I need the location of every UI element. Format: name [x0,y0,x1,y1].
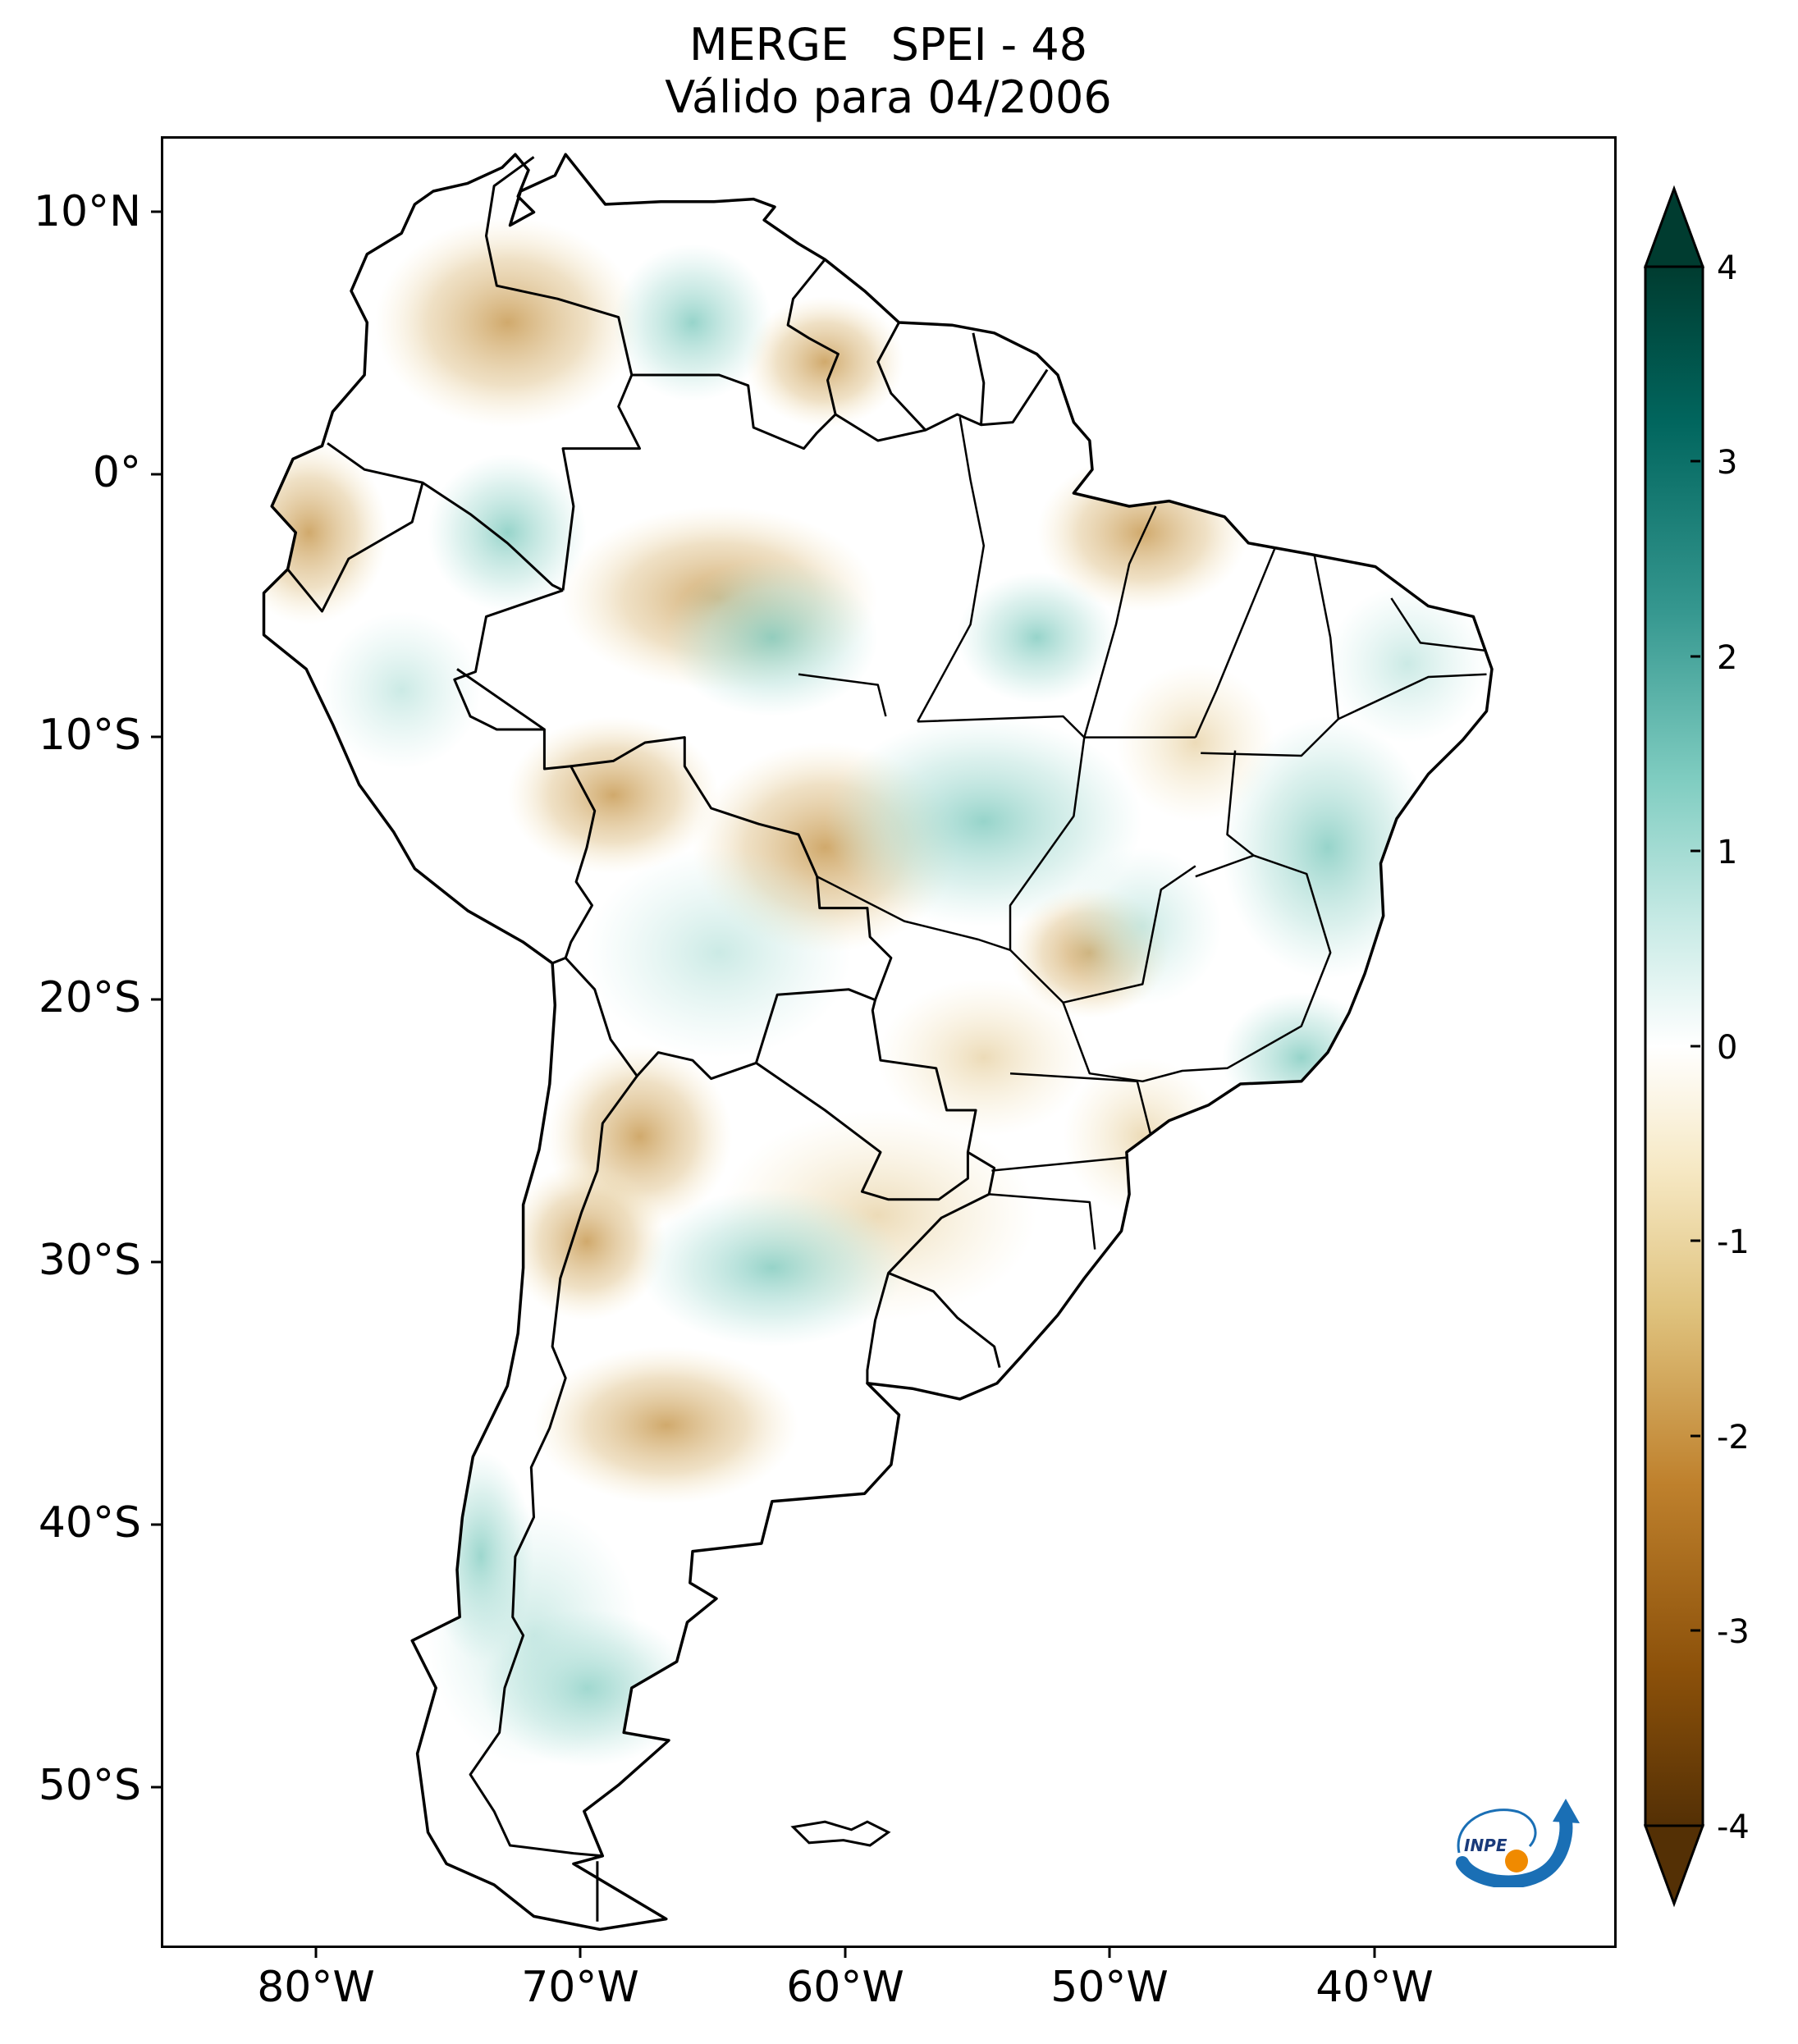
wet-anomaly-area [322,611,482,769]
colorbar-tick [1690,265,1700,268]
colorbar-tick [1690,1824,1700,1827]
wet-anomaly-area [639,1189,905,1347]
colorbar-label-1: 1 [1717,834,1738,871]
wet-anomaly-area [375,217,640,428]
lon-tick [1373,1948,1376,1958]
south-america-map [262,153,1494,1932]
lon-label-50w: 50°W [1050,1963,1169,2012]
colorbar-label-neg3: -3 [1717,1613,1750,1651]
colorbar-extend-bottom [1643,1824,1705,1908]
lat-tick [151,1523,161,1526]
wet-anomaly-area [957,572,1117,703]
lon-tick [314,1948,318,1958]
lat-tick [151,210,161,213]
lat-label-40s: 40°S [38,1498,141,1548]
colorbar-label-2: 2 [1717,639,1738,677]
lat-label-30s: 30°S [38,1236,141,1285]
lat-label-0: 0° [92,448,141,497]
chart-subtitle: Válido para 04/2006 [665,71,1112,123]
colorbar-label-neg1: -1 [1717,1223,1750,1261]
wet-anomaly-area [1222,716,1434,979]
lon-tick [844,1948,847,1958]
coastline [262,153,1494,1932]
falkland-islands [790,1820,891,1847]
logo-text: INPE [1464,1836,1507,1855]
colorbar-tick [1690,1239,1700,1242]
lat-tick [151,1260,161,1264]
wet-anomaly-area [877,979,1090,1136]
lon-tick [579,1948,582,1958]
chart-title: MERGE SPEI - 48 [689,19,1088,71]
colorbar-label-3: 3 [1717,444,1738,482]
wet-anomaly-area [1063,848,1223,1005]
lat-tick [151,735,161,738]
wet-anomaly-area [745,296,905,428]
colorbar-label-0: 0 [1717,1029,1738,1067]
lon-label-70w: 70°W [521,1963,639,2012]
wet-anomaly-area [825,716,1143,926]
colorbar-tick [1690,655,1700,658]
lon-tick [1108,1948,1111,1958]
colorbar-tick [1690,849,1700,853]
country-borders [286,156,1487,1922]
wet-anomaly-area [666,559,878,716]
colorbar-label-4: 4 [1717,249,1738,287]
lon-label-40w: 40°W [1315,1963,1434,2012]
colorbar-tick [1690,1434,1700,1438]
lon-label-80w: 80°W [257,1963,375,2012]
colorbar-label-neg2: -2 [1717,1419,1750,1456]
colorbar-tick [1690,460,1700,463]
wet-anomaly-area [507,1163,666,1320]
colorbar-tick [1690,1045,1700,1048]
wet-anomaly-area [613,244,772,401]
colorbar-extend-top [1643,185,1705,268]
wet-anomaly-area [587,848,852,1058]
lat-label-10s: 10°S [38,711,141,760]
lat-tick [151,998,161,1001]
lat-label-20s: 20°S [38,973,141,1022]
wet-anomaly-area [428,1504,640,1767]
inpe-logo: INPE [1456,1799,1580,1887]
lat-tick [151,473,161,476]
lat-label-10n: 10°N [33,187,141,236]
colorbar-label-neg4: -4 [1717,1809,1750,1846]
wet-anomaly-area [1116,664,1275,821]
lat-label-50s: 50°S [38,1761,141,1810]
wet-anomaly-area [533,1347,799,1504]
lon-label-60w: 60°W [786,1963,904,2012]
colorbar-tick [1690,1629,1700,1632]
lat-tick [151,1786,161,1789]
wet-anomaly-area [1328,585,1487,743]
map-panel [161,136,1617,1948]
wet-anomaly-area [507,716,720,874]
wet-anomaly-area [428,454,588,611]
